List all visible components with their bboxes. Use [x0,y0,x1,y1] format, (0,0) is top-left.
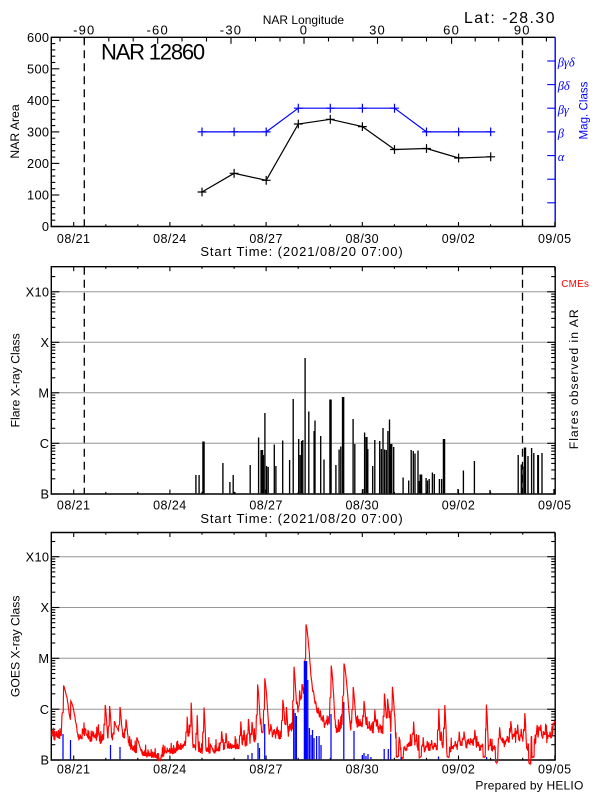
svg-text:08/27: 08/27 [249,499,283,513]
svg-text:08/30: 08/30 [346,499,380,513]
svg-text:08/21: 08/21 [57,499,91,513]
svg-text:Lat: -28.30: Lat: -28.30 [464,10,556,27]
svg-text:60: 60 [443,23,460,38]
svg-text:C: C [40,436,50,451]
svg-text:β: β [557,126,565,140]
svg-text:500: 500 [27,61,49,76]
svg-text:08/24: 08/24 [153,499,187,513]
svg-text:08/21: 08/21 [57,763,91,777]
svg-text:08/24: 08/24 [153,232,187,246]
svg-text:30: 30 [369,23,386,38]
svg-text:400: 400 [27,93,49,108]
svg-text:-60: -60 [147,23,169,38]
svg-text:09/05: 09/05 [538,763,572,777]
svg-text:M: M [38,651,49,666]
svg-text:09/05: 09/05 [538,499,572,513]
svg-text:09/02: 09/02 [442,499,476,513]
svg-text:300: 300 [27,125,49,140]
svg-text:M: M [38,385,49,400]
svg-text:B: B [40,487,49,502]
svg-text:NAR 12860: NAR 12860 [101,39,205,64]
svg-text:X10: X10 [26,549,50,564]
svg-text:08/24: 08/24 [153,763,187,777]
svg-text:09/02: 09/02 [442,763,476,777]
svg-text:CMEs: CMEs [561,279,589,290]
svg-text:C: C [40,702,50,717]
svg-text:-90: -90 [73,23,95,38]
svg-text:Mag. Class: Mag. Class [577,81,590,139]
svg-text:09/02: 09/02 [442,232,476,246]
svg-text:08/27: 08/27 [249,763,283,777]
svg-text:X: X [40,335,49,350]
svg-text:08/30: 08/30 [346,232,380,246]
svg-text:βγ: βγ [557,103,570,117]
svg-text:0: 0 [300,23,308,38]
svg-text:B: B [40,753,49,768]
svg-text:0: 0 [42,219,49,234]
svg-text:Start Time: (2021/08/20 07:00): Start Time: (2021/08/20 07:00) [200,244,403,259]
svg-text:NAR Longitude: NAR Longitude [263,13,345,27]
svg-text:βγδ: βγδ [557,56,575,70]
svg-text:600: 600 [27,30,49,45]
svg-text:100: 100 [27,188,49,203]
svg-text:Flare X-ray Class: Flare X-ray Class [9,333,23,427]
svg-text:Start Time: (2021/08/20 07:00): Start Time: (2021/08/20 07:00) [200,511,403,526]
svg-text:βδ: βδ [557,79,570,93]
svg-text:GOES X-ray Class: GOES X-ray Class [9,596,23,698]
svg-text:08/30: 08/30 [346,763,380,777]
svg-text:X10: X10 [26,284,50,299]
svg-text:NAR Area: NAR Area [8,104,22,158]
svg-text:09/05: 09/05 [538,232,572,246]
svg-text:α: α [558,150,565,164]
svg-text:X: X [40,600,49,615]
svg-text:08/21: 08/21 [57,232,91,246]
svg-text:Flares observed in AR: Flares observed in AR [567,308,581,449]
svg-text:90: 90 [514,23,531,38]
svg-text:200: 200 [27,156,49,171]
svg-text:-30: -30 [220,23,242,38]
svg-text:08/27: 08/27 [249,232,283,246]
svg-text:Prepared by HELIO: Prepared by HELIO [475,778,583,792]
